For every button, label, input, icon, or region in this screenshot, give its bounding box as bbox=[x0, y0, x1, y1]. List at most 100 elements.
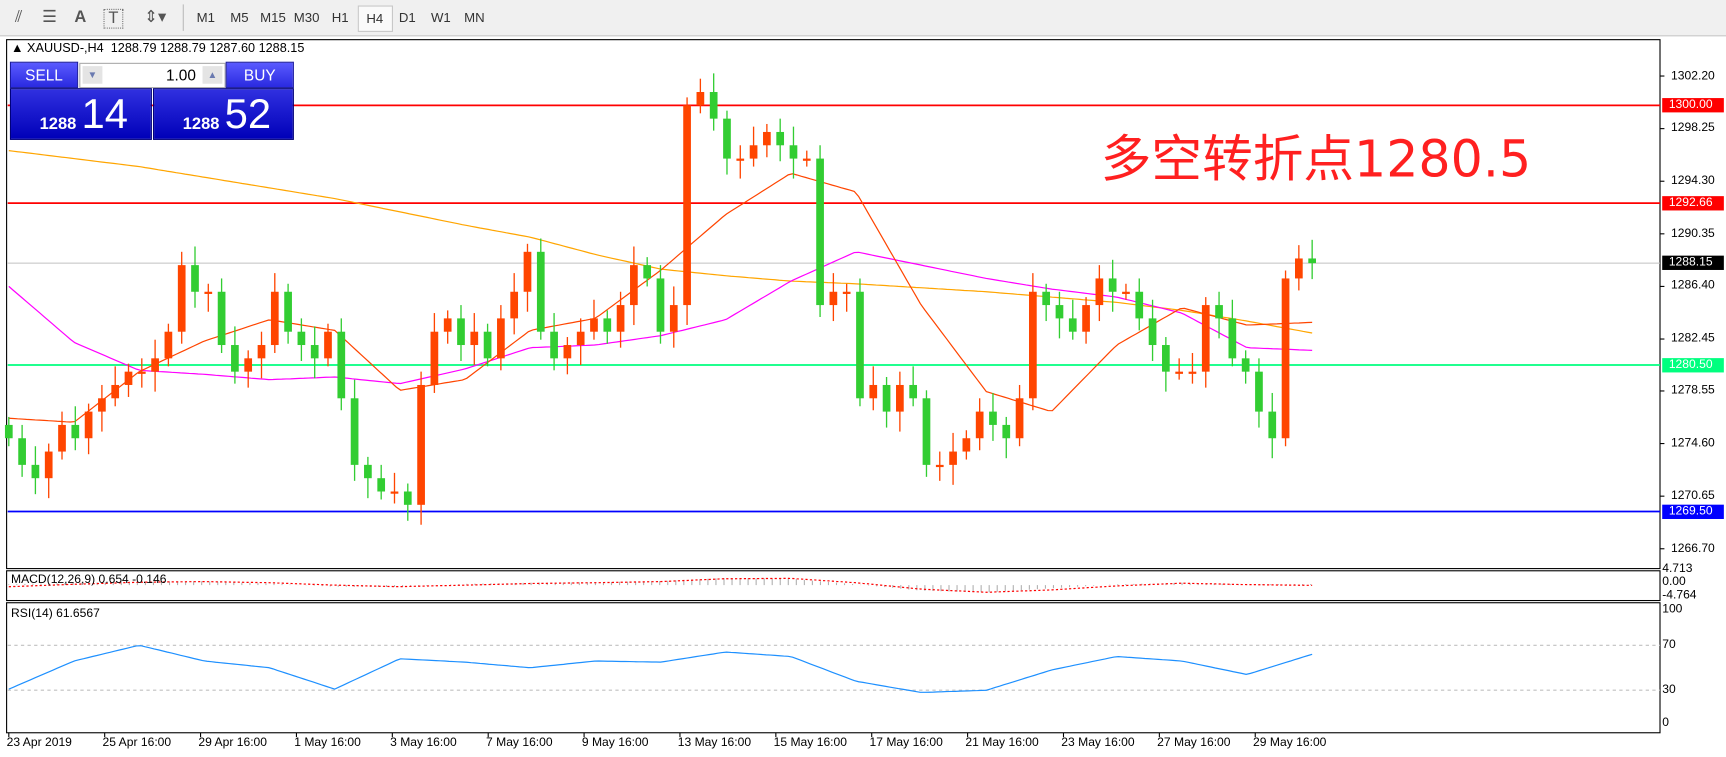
candle-bull bbox=[111, 384, 120, 399]
candle-bull bbox=[1029, 291, 1037, 399]
candle-bull bbox=[616, 305, 625, 332]
candle-bear bbox=[457, 318, 465, 346]
price-tick-label: 1302.20 bbox=[1671, 68, 1715, 83]
candle-bull bbox=[390, 491, 399, 494]
candle-bull bbox=[58, 424, 66, 452]
timeframe-mn[interactable]: MN bbox=[464, 9, 485, 26]
candle-bull bbox=[802, 158, 811, 161]
rsi-panel bbox=[6, 602, 1661, 734]
lot-decrease-icon[interactable]: ▼ bbox=[82, 66, 103, 84]
time-label: 3 May 16:00 bbox=[390, 736, 457, 750]
timeframe-w1[interactable]: W1 bbox=[430, 9, 451, 26]
candle-bull bbox=[683, 105, 691, 306]
candle-bear bbox=[1002, 424, 1011, 439]
symbol-label: XAUUSD-,H4 bbox=[27, 41, 104, 56]
candle-bull bbox=[842, 291, 851, 294]
timeframe-d1[interactable]: D1 bbox=[398, 9, 416, 26]
fibonacci-icon[interactable]: ☰ bbox=[42, 7, 57, 27]
candle-bear bbox=[1241, 358, 1250, 372]
candle-bear bbox=[1215, 305, 1223, 319]
timeframe-m5[interactable]: M5 bbox=[230, 9, 249, 26]
rsi-label: RSI(14) 61.6567 bbox=[11, 607, 100, 621]
candle-bull bbox=[1281, 278, 1290, 439]
candle-bear bbox=[217, 291, 226, 346]
time-label: 29 May 16:00 bbox=[1253, 736, 1327, 750]
candle-bear bbox=[816, 158, 824, 306]
candle-bear bbox=[656, 278, 665, 332]
candle-bear bbox=[989, 411, 997, 425]
buy-price-major: 1288 bbox=[182, 114, 220, 134]
candle-bull bbox=[749, 145, 758, 159]
buy-button[interactable]: BUY bbox=[225, 61, 294, 89]
toolbar-separator bbox=[182, 4, 184, 31]
candle-bull bbox=[1015, 398, 1024, 439]
rsi-tick-label: 0 bbox=[1662, 716, 1669, 730]
candle-bear bbox=[1148, 318, 1157, 346]
lot-size-input[interactable]: ▼ 1.00 ▲ bbox=[79, 62, 226, 89]
ohlc-values: 1288.79 1288.79 1287.60 1288.15 bbox=[110, 41, 305, 56]
candle-bear bbox=[643, 265, 652, 279]
candle-bull bbox=[523, 251, 532, 292]
candle-bear bbox=[310, 345, 319, 359]
candle-bull bbox=[962, 438, 971, 452]
candle-bull bbox=[576, 331, 585, 346]
price-tick-label: 1286.40 bbox=[1671, 279, 1715, 293]
level-tag: 1292.66 bbox=[1662, 195, 1724, 211]
level-tag: 1280.50 bbox=[1662, 357, 1724, 373]
price-tick-label: 1274.60 bbox=[1671, 436, 1715, 450]
time-label: 9 May 16:00 bbox=[581, 736, 649, 750]
candle-bear bbox=[18, 438, 26, 465]
candle-bear bbox=[709, 92, 718, 119]
arrows-icon[interactable]: ⇕▾ bbox=[144, 7, 167, 27]
timeframe-h4[interactable]: H4 bbox=[357, 5, 393, 32]
candle-bull bbox=[829, 291, 838, 306]
price-tick-label: 1278.55 bbox=[1671, 383, 1715, 398]
candle-bear bbox=[603, 318, 612, 332]
candle-bear bbox=[191, 265, 199, 292]
candle-bear bbox=[1135, 291, 1144, 319]
buy-price[interactable]: 1288 52 bbox=[153, 88, 294, 140]
macd-panel bbox=[6, 570, 1661, 602]
candle-bear bbox=[483, 331, 492, 359]
time-label: 13 May 16:00 bbox=[677, 736, 752, 750]
candle-bear bbox=[4, 424, 13, 439]
candle-bear bbox=[776, 131, 785, 146]
candle-bull bbox=[177, 265, 186, 332]
candle-bull bbox=[510, 291, 519, 319]
candle-bear bbox=[1068, 318, 1077, 332]
time-label: 17 May 16:00 bbox=[869, 736, 943, 750]
text-icon[interactable]: A bbox=[74, 7, 87, 27]
rsi-tick-label: 30 bbox=[1662, 683, 1676, 697]
sell-price[interactable]: 1288 14 bbox=[9, 88, 152, 140]
candle-bull bbox=[84, 411, 93, 439]
text-label-icon[interactable]: T bbox=[103, 8, 124, 29]
price-tick-label: 1294.30 bbox=[1671, 174, 1715, 188]
time-label: 7 May 16:00 bbox=[486, 736, 553, 750]
candle-bear bbox=[1255, 371, 1263, 412]
candle-bull bbox=[736, 158, 745, 161]
sell-price-pips: 14 bbox=[81, 91, 129, 138]
macd-tick-label: 4.713 bbox=[1662, 561, 1693, 576]
candle-bull bbox=[1082, 305, 1090, 332]
timeframe-h1[interactable]: H1 bbox=[331, 9, 349, 26]
candle-bear bbox=[1228, 318, 1237, 359]
candle-bull bbox=[590, 318, 598, 332]
price-tick-label: 1266.70 bbox=[1671, 541, 1715, 555]
candle-bull bbox=[896, 384, 904, 412]
candle-bull bbox=[470, 331, 479, 346]
sell-button[interactable]: SELL bbox=[9, 61, 79, 89]
timeframe-m15[interactable]: M15 bbox=[260, 9, 286, 26]
collapse-triangle-icon[interactable]: ▲ bbox=[11, 41, 28, 56]
timeframe-m30[interactable]: M30 bbox=[293, 9, 320, 26]
elliott-wave-icon[interactable]: ⫽ bbox=[15, 7, 23, 27]
time-label: 15 May 16:00 bbox=[773, 736, 848, 750]
candle-bull bbox=[669, 305, 678, 332]
timeframe-m1[interactable]: M1 bbox=[196, 9, 216, 26]
price-tick-label: 1270.65 bbox=[1671, 489, 1715, 503]
candle-bull bbox=[935, 464, 944, 468]
lot-increase-icon[interactable]: ▲ bbox=[202, 66, 223, 84]
candle-bear bbox=[550, 331, 558, 359]
candle-bear bbox=[377, 478, 386, 492]
lot-value[interactable]: 1.00 bbox=[165, 66, 196, 84]
